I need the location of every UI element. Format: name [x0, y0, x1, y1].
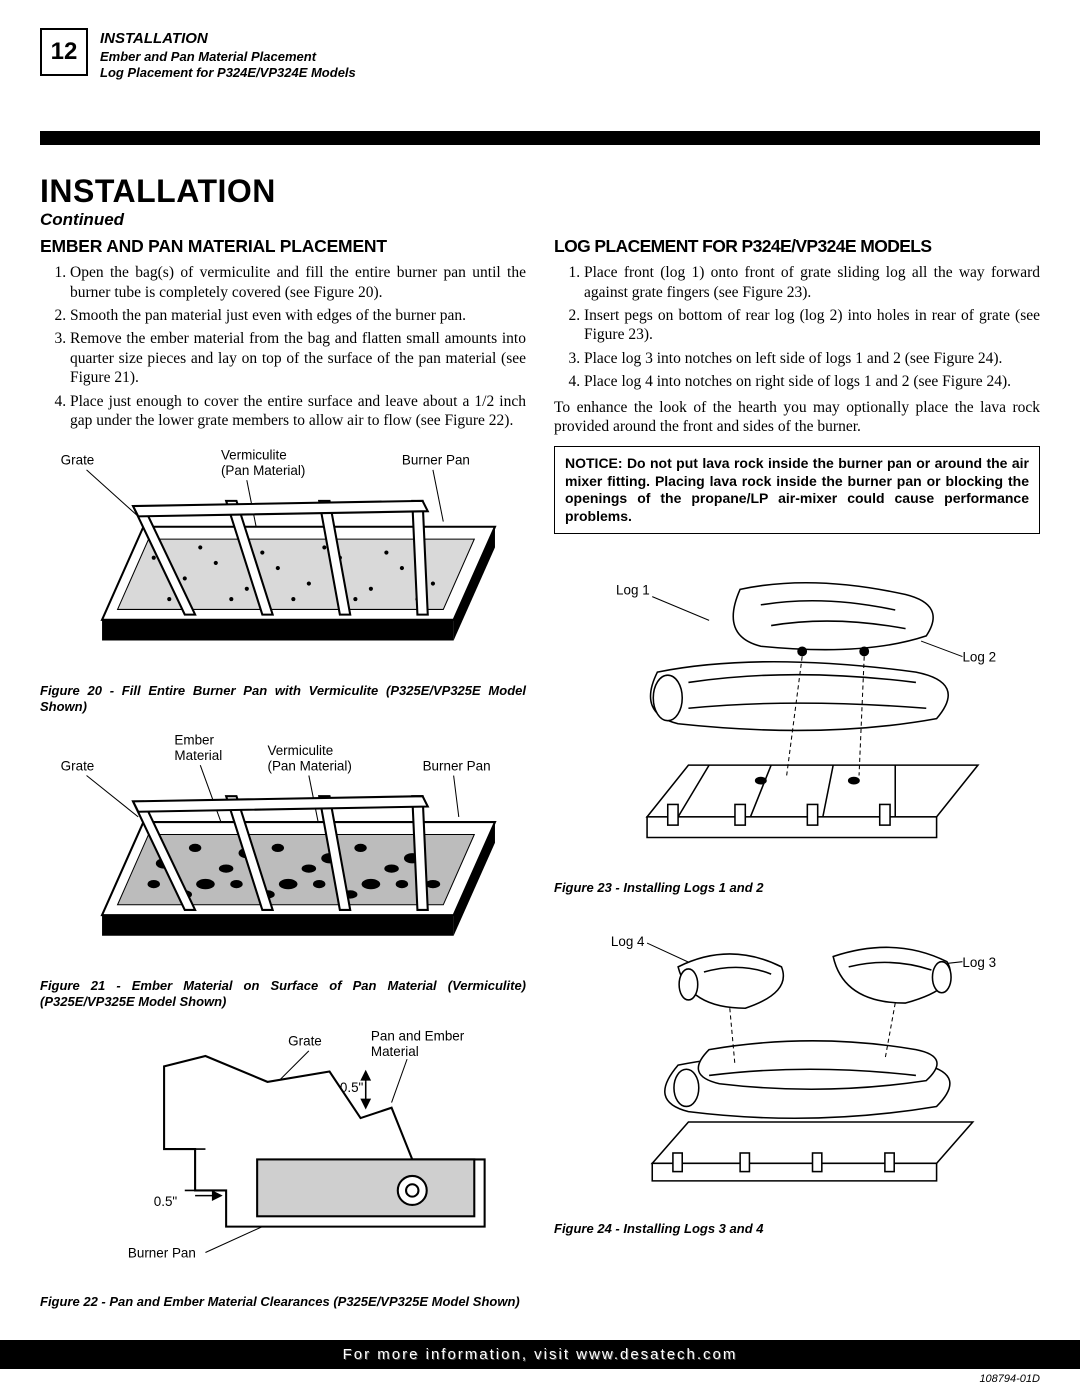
figure-20: Grate Vermiculite (Pan Material) Burner … [40, 444, 526, 715]
fig21-label-ember: Ember [174, 733, 214, 748]
footer-bar: For more information, visit www.desatech… [0, 1340, 1080, 1369]
figure-21-caption: Figure 21 - Ember Material on Surface of… [40, 978, 526, 1011]
right-column: LOG PLACEMENT FOR P324E/VP324E MODELS Pl… [554, 236, 1040, 1310]
fig22-label-half2: 0.5" [154, 1194, 178, 1209]
fig23-label-log1: Log 1 [616, 583, 650, 598]
fig21-label-grate: Grate [61, 759, 95, 774]
fig22-label-material: Material [371, 1044, 419, 1059]
fig21-label-panmat: (Pan Material) [267, 759, 351, 774]
header-line-2: Ember and Pan Material Placement [100, 49, 356, 65]
left-heading: EMBER AND PAN MATERIAL PLACEMENT [40, 236, 526, 257]
figure-22: Grate Pan and Ember Material 0.5" 0.5" B… [40, 1025, 526, 1311]
fig24-label-log3: Log 3 [962, 955, 996, 970]
figure-20-svg: Grate Vermiculite (Pan Material) Burner … [40, 444, 526, 671]
fig21-label-material: Material [174, 748, 222, 763]
fig22-label-burner: Burner Pan [128, 1245, 196, 1260]
figure-24-svg: Log 4 Log 3 [554, 910, 1040, 1210]
two-columns: EMBER AND PAN MATERIAL PLACEMENT Open th… [40, 236, 1040, 1310]
right-steps: Place front (log 1) onto front of grate … [554, 263, 1040, 391]
figure-23-caption: Figure 23 - Installing Logs 1 and 2 [554, 880, 1040, 896]
fig20-label-panmat: (Pan Material) [221, 463, 305, 478]
enhance-para: To enhance the look of the hearth you ma… [554, 398, 1040, 437]
right-step-1: Place front (log 1) onto front of grate … [584, 263, 1040, 302]
figure-24: Log 4 Log 3 [554, 910, 1040, 1237]
figure-23-svg: Log 1 Log 2 [554, 548, 1040, 869]
figure-22-svg: Grate Pan and Ember Material 0.5" 0.5" B… [40, 1025, 526, 1284]
fig21-label-verm: Vermiculite [267, 743, 333, 758]
right-step-3: Place log 3 into notches on left side of… [584, 349, 1040, 368]
left-step-3: Remove the ember material from the bag a… [70, 329, 526, 387]
fig22-label-grate: Grate [288, 1033, 322, 1048]
left-steps: Open the bag(s) of vermiculite and fill … [40, 263, 526, 430]
right-step-4: Place log 4 into notches on right side o… [584, 372, 1040, 391]
fig23-label-log2: Log 2 [962, 650, 996, 665]
left-column: EMBER AND PAN MATERIAL PLACEMENT Open th… [40, 236, 526, 1310]
fig20-label-verm: Vermiculite [221, 448, 287, 463]
figure-20-caption: Figure 20 - Fill Entire Burner Pan with … [40, 683, 526, 716]
right-step-2: Insert pegs on bottom of rear log (log 2… [584, 306, 1040, 345]
figure-23: Log 1 Log 2 [554, 548, 1040, 896]
fig21-label-burner: Burner Pan [423, 759, 491, 774]
left-step-2: Smooth the pan material just even with e… [70, 306, 526, 325]
figure-22-caption: Figure 22 - Pan and Ember Material Clear… [40, 1294, 526, 1310]
left-step-4: Place just enough to cover the entire su… [70, 392, 526, 431]
page-header: 12 INSTALLATION Ember and Pan Material P… [40, 28, 1040, 81]
fig24-label-log4: Log 4 [611, 934, 645, 949]
section-title: INSTALLATION [40, 173, 1040, 210]
continued-label: Continued [40, 210, 1040, 230]
notice-box: NOTICE: Do not put lava rock inside the … [554, 446, 1040, 534]
figure-21-svg: Grate Ember Material Vermiculite (Pan Ma… [40, 729, 526, 967]
fig22-label-panember: Pan and Ember [371, 1028, 465, 1043]
fig20-label-burner: Burner Pan [402, 453, 470, 468]
header-line-3: Log Placement for P324E/VP324E Models [100, 65, 356, 81]
left-step-1: Open the bag(s) of vermiculite and fill … [70, 263, 526, 302]
figure-21: Grate Ember Material Vermiculite (Pan Ma… [40, 729, 526, 1010]
page-number: 12 [40, 28, 88, 76]
header-line-1: INSTALLATION [100, 30, 356, 49]
black-rule [40, 131, 1040, 145]
header-text-block: INSTALLATION Ember and Pan Material Plac… [100, 28, 356, 81]
document-code: 108794-01D [0, 1369, 1080, 1385]
fig20-label-grate: Grate [61, 453, 95, 468]
page: 12 INSTALLATION Ember and Pan Material P… [0, 0, 1080, 1330]
figure-24-caption: Figure 24 - Installing Logs 3 and 4 [554, 1221, 1040, 1237]
right-heading: LOG PLACEMENT FOR P324E/VP324E MODELS [554, 236, 1040, 257]
